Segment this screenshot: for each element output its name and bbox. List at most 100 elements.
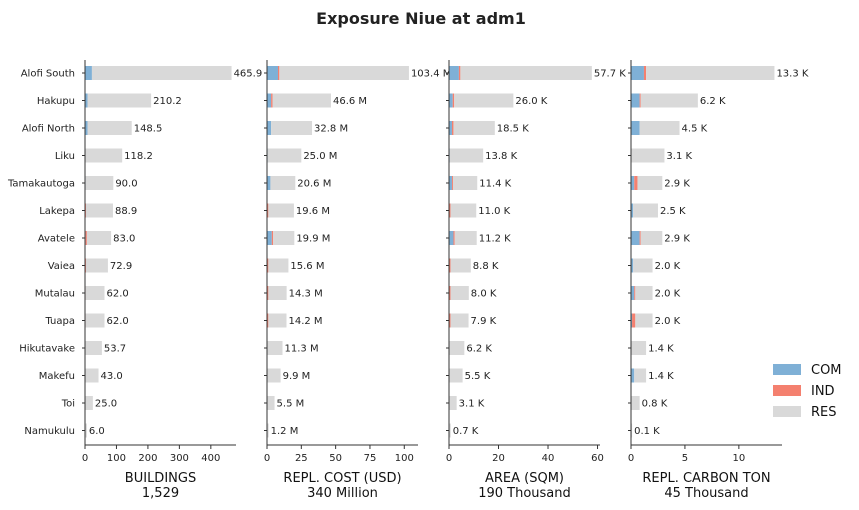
bar-res-hikutavake bbox=[631, 341, 647, 355]
bar-com-hakupu bbox=[267, 93, 272, 108]
bar-res-tuapa bbox=[635, 313, 653, 328]
value-label-liku: 25.0 M bbox=[303, 151, 337, 162]
bar-res-vaiea bbox=[268, 258, 289, 273]
bar-com-alofi-south bbox=[449, 66, 459, 80]
value-label-lakepa: 2.5 K bbox=[660, 206, 686, 217]
bar-res-alofi-north bbox=[453, 121, 495, 135]
bar-ind-avatele bbox=[85, 231, 87, 245]
bar-res-avatele bbox=[273, 231, 295, 245]
bar-ind-lakepa bbox=[267, 203, 269, 218]
value-label-hakupu: 26.0 K bbox=[515, 96, 547, 107]
row-label-vaiea: Vaiea bbox=[48, 261, 75, 272]
bar-ind-alofi-south bbox=[643, 66, 647, 80]
bar-ind-mutalau bbox=[449, 286, 451, 300]
value-label-namukulu: 6.0 bbox=[89, 426, 105, 437]
bar-res-namukulu bbox=[449, 423, 451, 438]
bar-ind-alofi-north bbox=[451, 121, 454, 135]
value-label-tamakautoga: 20.6 M bbox=[297, 179, 331, 190]
x-axis-total: 190 Thousand bbox=[478, 486, 571, 501]
value-label-tamakautoga: 11.4 K bbox=[479, 179, 511, 190]
bar-res-tuapa bbox=[268, 313, 287, 328]
value-label-toi: 3.1 K bbox=[459, 399, 485, 410]
bar-res-toi bbox=[449, 396, 457, 410]
bar-ind-tamakautoga bbox=[451, 176, 453, 190]
value-label-mutalau: 62.0 bbox=[107, 289, 129, 300]
bar-res-avatele bbox=[454, 231, 477, 245]
value-label-alofi-north: 32.8 M bbox=[314, 124, 348, 135]
bar-res-toi bbox=[631, 396, 640, 410]
bar-res-mutalau bbox=[450, 286, 469, 300]
bar-ind-vaiea bbox=[267, 258, 269, 273]
row-label-makefu: Makefu bbox=[39, 371, 75, 382]
x-axis-total: 45 Thousand bbox=[664, 486, 748, 501]
bar-res-makefu bbox=[634, 368, 647, 383]
bar-res-mutalau bbox=[268, 286, 287, 300]
value-label-toi: 5.5 M bbox=[277, 399, 305, 410]
value-label-tamakautoga: 90.0 bbox=[115, 179, 137, 190]
bar-res-lakepa bbox=[450, 203, 477, 218]
bar-res-toi bbox=[85, 396, 93, 410]
x-axis-label: REPL. COST (USD) bbox=[283, 471, 401, 486]
value-label-tuapa: 7.9 K bbox=[471, 316, 497, 327]
value-label-hakupu: 6.2 K bbox=[700, 96, 726, 107]
bar-res-hikutavake bbox=[85, 341, 102, 355]
value-label-hakupu: 210.2 bbox=[153, 96, 182, 107]
bar-ind-vaiea bbox=[449, 258, 451, 273]
x-tick-label: 300 bbox=[170, 453, 189, 464]
bar-res-lakepa bbox=[268, 203, 294, 218]
row-label-alofi-north: Alofi North bbox=[22, 124, 75, 135]
legend-swatch-res bbox=[773, 406, 801, 417]
value-label-namukulu: 1.2 M bbox=[271, 426, 299, 437]
bar-com-makefu bbox=[631, 368, 635, 383]
bar-com-alofi-north bbox=[449, 121, 452, 135]
bar-res-mutalau bbox=[85, 286, 105, 300]
chart-legend: COM IND RES bbox=[773, 363, 842, 420]
bar-com-lakepa bbox=[631, 203, 634, 218]
legend-swatch-com bbox=[773, 364, 801, 375]
legend-label-ind: IND bbox=[811, 384, 835, 399]
x-tick-label: 60 bbox=[591, 453, 604, 464]
bar-ind-hakupu bbox=[452, 93, 455, 108]
x-tick-label: 10 bbox=[732, 453, 745, 464]
value-label-liku: 118.2 bbox=[124, 151, 153, 162]
bar-com-avatele bbox=[267, 231, 272, 245]
value-label-liku: 13.8 K bbox=[485, 151, 517, 162]
value-label-mutalau: 2.0 K bbox=[655, 289, 681, 300]
value-label-vaiea: 72.9 bbox=[110, 261, 132, 272]
bar-res-alofi-south bbox=[646, 66, 775, 80]
panel-area-sqm: 57.7 K 26.0 K 18.5 K 13.8 K 11.4 K 11.0 K 11.2… bbox=[446, 60, 626, 501]
x-tick-label: 20 bbox=[492, 453, 505, 464]
bar-res-namukulu bbox=[631, 423, 633, 438]
x-tick-label: 200 bbox=[138, 453, 157, 464]
bar-res-alofi-north bbox=[87, 121, 132, 135]
chart-title: Exposure Niue at adm1 bbox=[316, 9, 526, 28]
bar-res-namukulu bbox=[267, 423, 269, 438]
value-label-alofi-north: 18.5 K bbox=[497, 124, 529, 135]
value-label-tuapa: 2.0 K bbox=[655, 316, 681, 327]
value-label-hikutavake: 53.7 bbox=[104, 344, 126, 355]
bar-res-vaiea bbox=[85, 258, 108, 273]
bar-res-avatele bbox=[640, 231, 663, 245]
bar-res-tamakautoga bbox=[270, 176, 296, 190]
bar-ind-lakepa bbox=[449, 203, 451, 218]
bar-res-mutalau bbox=[635, 286, 653, 300]
value-label-toi: 0.8 K bbox=[642, 399, 668, 410]
bar-ind-tuapa bbox=[449, 313, 451, 328]
bar-com-alofi-north bbox=[267, 121, 272, 135]
value-label-toi: 25.0 bbox=[95, 399, 117, 410]
bar-com-tamakautoga bbox=[449, 176, 452, 190]
value-label-alofi-north: 4.5 K bbox=[682, 124, 708, 135]
bar-res-alofi-north bbox=[271, 121, 313, 135]
x-tick-label: 40 bbox=[542, 453, 555, 464]
bar-res-lakepa bbox=[85, 203, 113, 218]
value-label-alofi-south: 57.7 K bbox=[594, 69, 626, 80]
bar-com-tuapa bbox=[631, 313, 633, 328]
bar-res-vaiea bbox=[633, 258, 653, 273]
value-label-makefu: 1.4 K bbox=[648, 371, 674, 382]
bar-com-alofi-south bbox=[85, 66, 92, 80]
bar-res-liku bbox=[85, 148, 123, 163]
value-label-alofi-north: 148.5 bbox=[134, 124, 163, 135]
value-label-vaiea: 15.6 M bbox=[290, 261, 324, 272]
value-label-lakepa: 19.6 M bbox=[296, 206, 330, 217]
